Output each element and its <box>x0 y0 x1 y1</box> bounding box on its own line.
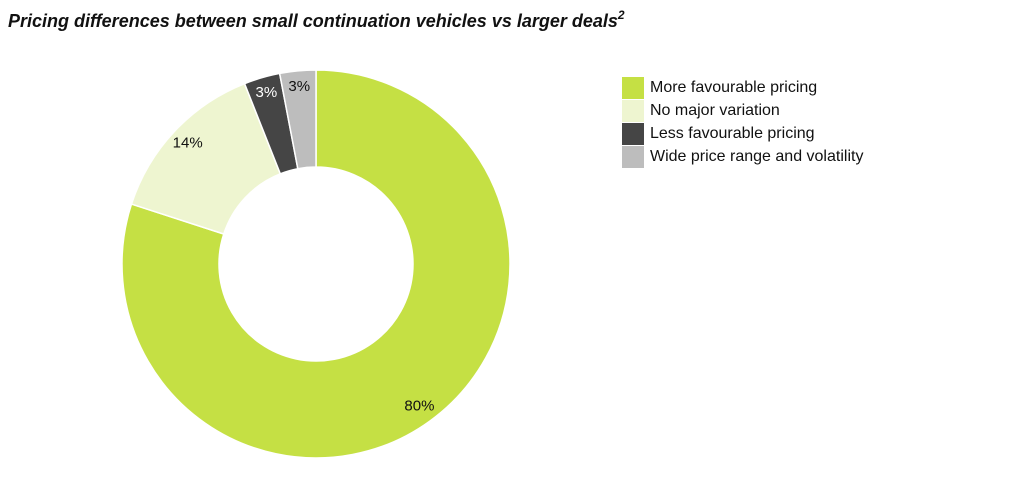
donut-slice <box>278 69 317 170</box>
data-label: 14% <box>173 134 203 151</box>
data-label: 3% <box>288 78 310 95</box>
donut-slice <box>121 69 511 459</box>
legend-swatch <box>622 100 644 122</box>
title-superscript: 2 <box>617 8 625 22</box>
legend-label: More favourable pricing <box>650 79 817 96</box>
legend-label: Wide price range and volatility <box>650 148 863 165</box>
legend-label: No major variation <box>650 102 780 119</box>
legend-swatch <box>622 77 644 99</box>
data-label: 80% <box>404 397 434 414</box>
legend-label: Less favourable pricing <box>650 125 815 142</box>
chart-title: Pricing differences between small contin… <box>8 8 625 31</box>
data-label: 3% <box>255 84 277 101</box>
legend-swatch <box>622 146 644 168</box>
legend-swatch <box>622 123 644 145</box>
title-text: Pricing differences between small contin… <box>8 11 618 31</box>
